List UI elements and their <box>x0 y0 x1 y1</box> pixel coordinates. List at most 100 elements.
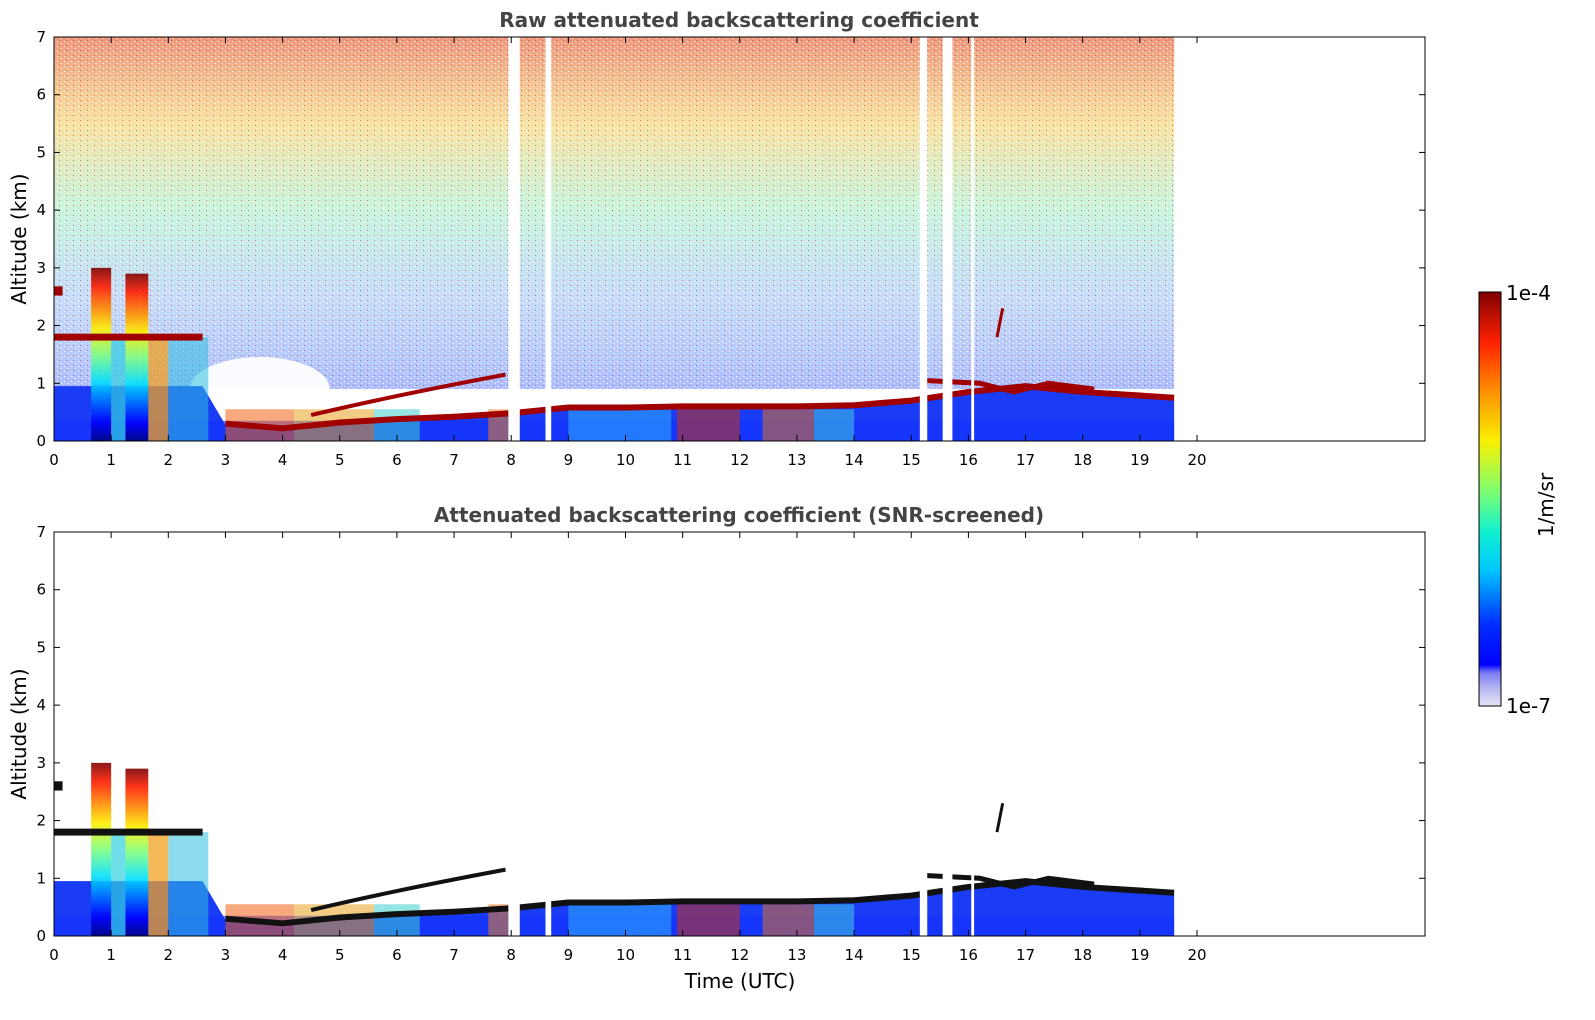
boundary-layer-top <box>225 878 1175 927</box>
colorbar-unit-label: 1/m/sr <box>1534 472 1558 537</box>
y-tick-label: 5 <box>36 143 46 161</box>
y-tick-label: 1 <box>36 869 46 887</box>
x-tick-label: 12 <box>730 451 749 469</box>
missing-data-gap <box>508 532 520 936</box>
panel1-y-ticks: 0 1 2 3 4 5 6 7 <box>36 28 1425 450</box>
x-tick-label: 1 <box>106 946 116 964</box>
precipitation-column <box>91 762 112 936</box>
colorbar-min-label: 1e-7 <box>1506 694 1551 718</box>
x-tick-label: 9 <box>564 946 574 964</box>
panel2-title: Attenuated backscattering coefficient (S… <box>434 503 1044 527</box>
y-tick-label: 7 <box>36 523 46 541</box>
x-tick-label: 9 <box>564 451 574 469</box>
x-tick-label: 15 <box>902 946 921 964</box>
x-tick-label: 20 <box>1187 946 1206 964</box>
x-tick-label: 7 <box>449 451 459 469</box>
x-tick-label: 16 <box>959 451 978 469</box>
missing-data-gap <box>919 532 928 936</box>
missing-data-gap <box>971 532 975 936</box>
x-tick-label: 1 <box>106 451 116 469</box>
y-tick-label: 3 <box>36 754 46 772</box>
elevated-layer <box>310 867 506 912</box>
isolated-cloud <box>995 307 1005 338</box>
y-tick-label: 6 <box>36 86 46 104</box>
x-tick-label: 20 <box>1187 451 1206 469</box>
x-tick-label: 8 <box>506 451 516 469</box>
cloud-layer <box>54 828 203 836</box>
y-tick-label: 2 <box>36 317 46 335</box>
panel2-heatmap <box>54 532 1175 936</box>
cloud-top <box>54 781 63 791</box>
x-tick-label: 2 <box>164 451 174 469</box>
x-tick-label: 0 <box>49 451 59 469</box>
x-tick-label: 15 <box>902 451 921 469</box>
x-tick-label: 13 <box>787 946 806 964</box>
precipitation-column <box>168 337 209 441</box>
turbulent-column <box>814 904 855 936</box>
snr-screened-panel: Attenuated backscattering coefficient (S… <box>7 503 1426 993</box>
precipitation-column <box>168 832 209 936</box>
x-tick-label: 11 <box>673 451 692 469</box>
x-tick-label: 10 <box>616 451 635 469</box>
isolated-cloud <box>995 802 1005 833</box>
y-tick-label: 7 <box>36 28 46 46</box>
y-tick-label: 6 <box>36 581 46 599</box>
panel2-y-ticks: 0 1 2 3 4 5 6 7 <box>36 523 1425 945</box>
panel1-heatmap <box>54 37 1175 441</box>
turbulent-column <box>568 409 672 441</box>
turbulent-column <box>676 409 740 441</box>
turbulent-column <box>762 409 815 441</box>
x-tick-label: 10 <box>616 946 635 964</box>
panel2-x-ticks: 0 1 2 3 4 5 6 7 8 9 10 11 12 13 14 15 16 17 18 19 20 <box>49 532 1207 964</box>
panel1-y-label: Altitude (km) <box>7 173 31 304</box>
precipitation-column <box>111 337 126 441</box>
x-tick-label: 7 <box>449 946 459 964</box>
raw-noise-speckle <box>54 37 1175 390</box>
x-tick-label: 5 <box>335 946 345 964</box>
x-tick-label: 6 <box>392 451 402 469</box>
missing-data-gap <box>545 37 552 441</box>
boundary-layer-top <box>225 383 1175 432</box>
panel2-frame <box>53 531 1426 937</box>
x-tick-label: 4 <box>278 451 288 469</box>
precipitation-column <box>148 832 169 936</box>
x-tick-label: 3 <box>221 451 231 469</box>
x-tick-label: 14 <box>845 946 864 964</box>
x-tick-label: 4 <box>278 946 288 964</box>
missing-data-gap <box>508 37 520 441</box>
y-tick-label: 4 <box>36 696 46 714</box>
late-cloud-layer <box>922 872 1095 890</box>
cloud-layer <box>54 333 203 341</box>
precipitation-column <box>125 273 149 441</box>
panel1-x-ticks: 0 1 2 3 4 5 6 7 8 9 10 11 12 13 14 15 16 17 18 19 20 <box>49 37 1207 469</box>
panel1-title: Raw attenuated backscattering coefficien… <box>499 8 979 32</box>
x-tick-label: 0 <box>49 946 59 964</box>
y-tick-label: 1 <box>36 374 46 392</box>
y-tick-label: 0 <box>36 927 46 945</box>
y-tick-label: 4 <box>36 201 46 219</box>
cloud-top <box>54 286 63 296</box>
x-tick-label: 8 <box>506 946 516 964</box>
late-cloud-layer <box>922 377 1095 395</box>
panel2-y-label: Altitude (km) <box>7 668 31 799</box>
precipitation-column <box>148 337 169 441</box>
x-tick-label: 17 <box>1016 451 1035 469</box>
x-tick-label: 5 <box>335 451 345 469</box>
x-tick-label: 14 <box>845 451 864 469</box>
y-tick-label: 5 <box>36 638 46 656</box>
missing-data-gap <box>971 37 975 441</box>
colorbar-scale <box>1478 291 1502 707</box>
x-tick-label: 3 <box>221 946 231 964</box>
x-tick-label: 19 <box>1130 451 1149 469</box>
missing-data-gap <box>919 37 928 441</box>
colorbar: 1e-4 1e-7 1/m/sr <box>1478 281 1558 718</box>
x-tick-label: 17 <box>1016 946 1035 964</box>
colorbar-max-label: 1e-4 <box>1506 281 1551 305</box>
x-tick-label: 19 <box>1130 946 1149 964</box>
y-tick-label: 2 <box>36 812 46 830</box>
panel2-x-label: Time (UTC) <box>684 969 796 993</box>
x-tick-label: 2 <box>164 946 174 964</box>
missing-data-gap <box>942 37 953 441</box>
x-tick-label: 11 <box>673 946 692 964</box>
